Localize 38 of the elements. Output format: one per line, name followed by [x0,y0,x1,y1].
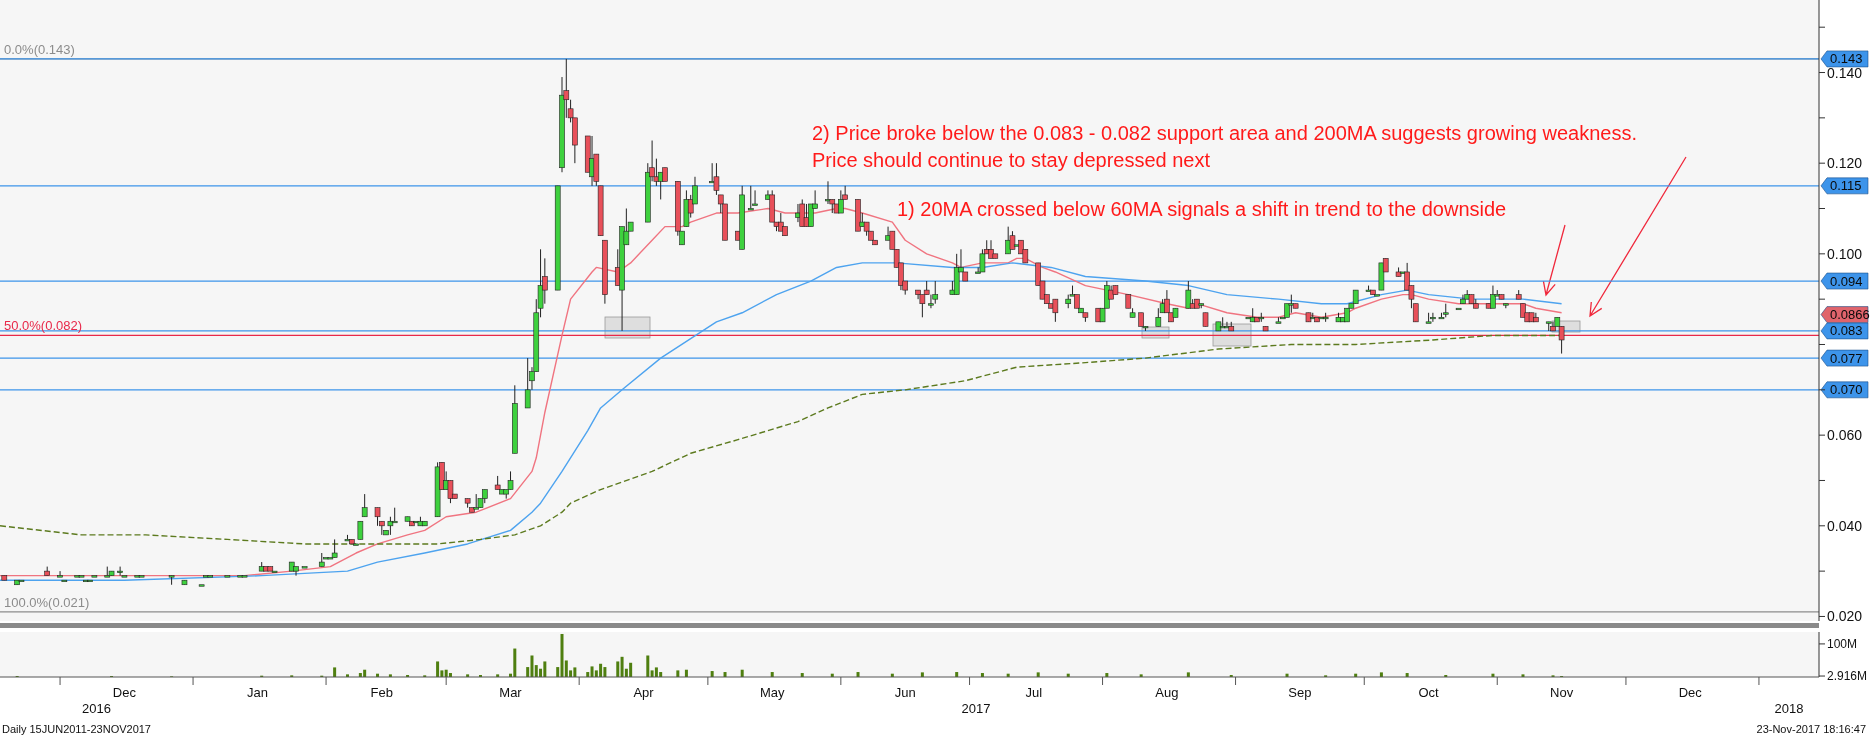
ref-line-label: 50.0%(0.082) [4,318,83,334]
x-tick-label: Dec [1678,685,1703,700]
y-tick-label: 0.120 [1827,155,1863,172]
annotation: 2) Price broke below the 0.083 - 0.082 support area and 200MA suggests growing weakness. Price should continue to stay depressed next [812,122,1637,171]
y-tick-label: 2.916M [1827,669,1868,684]
text: 2017 [961,701,991,716]
ref-line-label: 0.143 [1830,51,1863,67]
text: 2018 [1774,701,1804,716]
y-tick-label: 0.100 [1827,245,1863,262]
x-tick-label: Aug [1155,685,1179,700]
y-tick-label: 0.060 [1827,427,1863,444]
ref-line-label: 0.083 [1830,323,1863,339]
x-tick-label: Mar [499,685,523,700]
annotation: 1) 20MA crossed below 60MA signals a shift in trend to the downside [897,198,1507,220]
y-tick-label: 100M [1827,636,1858,651]
x-tick-label: May [759,685,785,700]
x-tick-label: Dec [112,685,137,700]
text: 23-Nov-2017 18:16:47 [1756,723,1866,735]
y-tick-label: 0.020 [1827,608,1863,625]
ref-line-label: 0.070 [1830,382,1863,398]
text: Daily 15JUN2011-23NOV2017 [2,723,151,735]
x-tick-label: Jan [246,685,268,700]
ref-line-label: 0.077 [1830,350,1863,366]
ref-line-label: 100.0%(0.021) [4,594,90,610]
ref-line-label: 0.094 [1830,273,1863,289]
x-tick-label: Jun [894,685,916,700]
text: 2016 [82,701,111,716]
x-tick-label: Oct [1418,685,1440,700]
y-tick-label: 0.140 [1827,64,1863,81]
text: 0.0866 [1830,307,1870,323]
x-tick-label: Feb [370,685,394,700]
ref-line-label: 0.115 [1830,178,1862,194]
x-tick-label: Sep [1288,685,1312,700]
ref-line-label: 0.0%(0.143) [4,41,75,57]
x-tick-label: Nov [1550,685,1574,700]
x-tick-label: Jul [1025,685,1043,700]
x-tick-label: Apr [633,685,655,700]
y-tick-label: 0.040 [1827,517,1863,534]
